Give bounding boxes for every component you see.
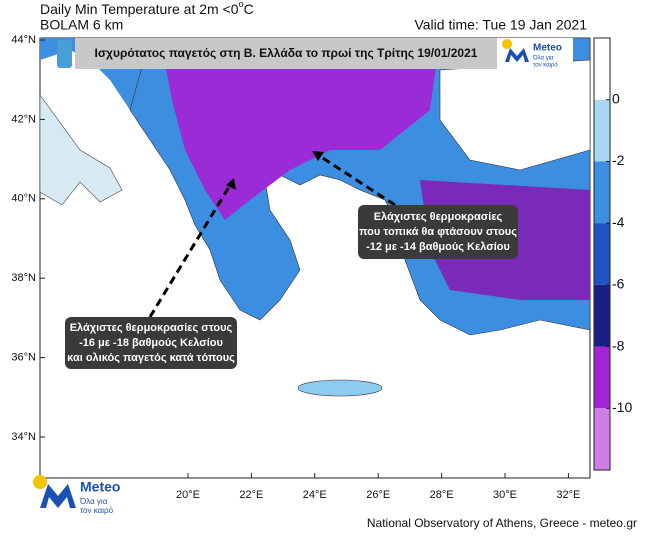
- title-sup: o: [239, 0, 244, 9]
- colorbar-label: -2: [612, 152, 625, 168]
- italy: [39, 94, 123, 206]
- lon-label: 24°E: [303, 489, 327, 501]
- footer-logo-tagline: Όλα για: [79, 497, 108, 506]
- lon-label: 32°E: [556, 489, 580, 501]
- lat-label: 34°N: [11, 431, 36, 443]
- frost-balkans: [160, 38, 440, 220]
- lat-label: 38°N: [11, 272, 36, 284]
- banner-logo: Meteo: [533, 43, 562, 54]
- model: BOLAM 6 km: [40, 17, 123, 33]
- arrow: [314, 151, 396, 207]
- crete: [297, 379, 383, 397]
- lat-label: 44°N: [11, 34, 36, 46]
- thermometer-icon: [57, 40, 72, 68]
- colorbar-band: [594, 346, 610, 409]
- logo-mark: [505, 48, 529, 62]
- colorbar-label: -6: [612, 276, 625, 292]
- colorbar-frame: [593, 37, 611, 471]
- footer-logo: Meteo: [80, 479, 120, 495]
- black-sea: [439, 59, 591, 171]
- title-unit: C: [244, 1, 254, 17]
- lon-label: 26°E: [366, 489, 390, 501]
- banner-logo-tagline: τον καιρό: [533, 62, 558, 69]
- colorbar-label: -8: [612, 337, 625, 353]
- map: Ισχυρότατος παγετός στη Β. Ελλάδα το πρω…: [39, 37, 591, 479]
- logo-sun: [33, 475, 47, 489]
- colorbar-label: -10: [612, 399, 632, 415]
- banner: [75, 38, 497, 69]
- colorbar-band: [594, 161, 610, 224]
- lon-label: 30°E: [493, 489, 517, 501]
- annotation-line: Ελάχιστες θερμοκρασίες: [374, 211, 503, 223]
- annotation-box: [358, 205, 518, 259]
- colorbar-band: [594, 284, 610, 347]
- colorbar-band: [594, 408, 610, 470]
- title: Daily Min Temperature at 2m <0oC: [40, 0, 254, 17]
- footer-logo-tagline: τον καιρό: [80, 506, 114, 515]
- arrowhead: [312, 151, 324, 161]
- colorbar-band: [594, 223, 610, 285]
- colorbar-label: 0: [612, 90, 620, 106]
- title-main: Daily Min Temperature at 2m <0: [40, 1, 239, 17]
- lon-label: 20°E: [176, 489, 200, 501]
- annotation-line: -16 με -18 βαθμούς Κελσίου: [79, 337, 223, 349]
- footer: Meteo Όλα για τον καιρό National Observa…: [33, 475, 637, 530]
- logo-mark: [40, 484, 76, 508]
- lon-label: 28°E: [430, 489, 454, 501]
- annotation-line: -12 με -14 βαθμούς Κελσίου: [366, 241, 510, 253]
- header: Daily Min Temperature at 2m <0oC BOLAM 6…: [40, 0, 587, 33]
- banner-text: Ισχυρότατος παγετός στη Β. Ελλάδα το πρω…: [95, 46, 478, 60]
- colorbar-label: -4: [612, 214, 625, 230]
- valid-time: Valid time: Tue 19 Jan 2021: [414, 17, 587, 33]
- arrowhead: [226, 178, 236, 190]
- colorbar-band: [594, 99, 610, 162]
- annotation-line: Ελάχιστες θερμοκρασίες στους: [70, 322, 233, 334]
- credit: National Observatory of Athens, Greece -…: [367, 516, 637, 530]
- logo-sun: [502, 39, 512, 49]
- lat-label: 42°N: [11, 113, 36, 125]
- colorbar-band: [594, 38, 610, 100]
- annotation-line: που τοπικά θα φτάσουν στους: [359, 226, 517, 238]
- lon-label: 22°E: [239, 489, 263, 501]
- annotation-box: [65, 317, 237, 369]
- arrow: [148, 181, 234, 318]
- lat-label: 36°N: [11, 352, 36, 364]
- lat-label: 40°N: [11, 193, 36, 205]
- banner-logo-tagline: Όλα για: [532, 56, 554, 62]
- annotation-line: και ολικός παγετός κατά τόπους: [67, 352, 235, 364]
